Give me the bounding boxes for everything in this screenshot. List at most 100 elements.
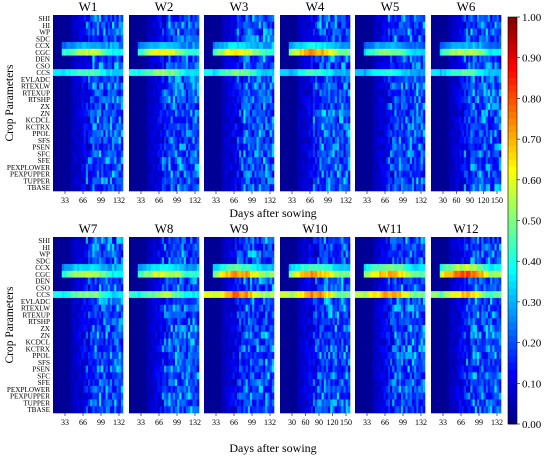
heatmap-cell [174,143,178,151]
heatmap-cell [174,15,178,23]
heatmap-cell [321,48,325,56]
heatmap-cell [107,143,111,151]
heatmap-cell [157,69,160,77]
heatmap-cell [61,55,65,63]
heatmap-cell [144,170,147,178]
heatmap-cell [392,35,395,43]
heatmap-cell [72,136,76,144]
heatmap-cell [150,157,154,165]
heatmap-cell [174,21,178,29]
heatmap-cell [131,123,134,131]
heatmap-cell [403,170,406,178]
heatmap-cell [282,28,285,36]
heatmap-cell [494,75,497,83]
heatmap-cell [239,130,242,138]
heatmap-cell [129,21,132,29]
heatmap-cell [153,96,156,104]
heatmap-cell [254,89,257,97]
heatmap-cell [90,75,93,83]
heatmap-cell [112,55,115,63]
heatmap-cell [293,35,296,43]
heatmap-cell [394,28,397,36]
param-label: PPOL [32,352,50,360]
heatmap-cell [466,69,469,77]
heatmap-cell [114,143,117,151]
heatmap-cell [263,48,266,56]
heatmap-cell [420,170,424,178]
heatmap-cell [461,42,465,50]
heatmap-cell [446,163,449,171]
heatmap-cell [116,177,119,185]
heatmap-cell [148,116,152,124]
heatmap-cell [288,109,292,117]
heatmap-cell [190,157,193,165]
heatmap-cell [170,69,174,77]
heatmap-cell [94,69,98,77]
heatmap-cell [363,130,367,138]
heatmap-cell [409,48,413,56]
heatmap-cell [357,170,360,178]
heatmap-cell [256,170,259,178]
heatmap-cell [85,89,89,97]
heatmap-cell [363,35,367,43]
heatmap-cell [271,69,275,77]
heatmap-cell [295,89,298,97]
heatmap-cell [137,21,141,29]
heatmap-cell [334,21,338,29]
heatmap-cell [433,82,436,90]
heatmap-cell [181,89,184,97]
heatmap-cell [282,96,285,104]
heatmap-cell [363,157,367,165]
heatmap-cell [194,103,198,111]
heatmap-cell [81,157,84,165]
heatmap-cell [144,69,147,77]
heatmap-cell [418,130,421,138]
heatmap-cell [396,109,400,117]
heatmap-cell [312,82,316,90]
heatmap-cell [446,123,449,131]
heatmap-cell [245,42,249,50]
heatmap-cell [234,96,238,104]
heatmap-cell [394,109,397,117]
heatmap-cell [463,48,467,56]
heatmap-cell [437,89,441,97]
heatmap-cell [328,62,331,70]
heatmap-cell [492,15,495,23]
heatmap-cell [446,150,449,158]
heatmap-cell [230,123,233,131]
heatmap-cell [308,170,311,178]
heatmap-cell [383,163,386,171]
heatmap-cell [407,109,410,117]
heatmap-cell [470,75,473,83]
heatmap-cell [66,35,69,43]
heatmap-cell [332,177,335,185]
heatmap-cell [112,82,115,90]
heatmap-cell [148,184,152,192]
heatmap-cell [107,69,111,77]
heatmap-cell [258,184,262,192]
heatmap-cell [177,42,180,50]
heatmap-cell [394,123,397,131]
heatmap-cell [96,35,100,43]
heatmap-cell [267,109,270,117]
heatmap-cell [247,62,251,70]
heatmap-cell [492,89,495,97]
heatmap-cell [148,150,152,158]
heatmap-cell [476,75,480,83]
heatmap-cell [114,157,117,165]
heatmap-cell [315,48,318,56]
heatmap-cell [409,116,413,124]
heatmap-cell [472,48,476,56]
heatmap-cell [343,184,346,192]
heatmap-cell [280,143,283,151]
heatmap-cell [485,163,489,171]
heatmap-cell [219,55,222,63]
heatmap-cell [498,28,502,36]
heatmap-cell [448,150,451,158]
heatmap-cell [398,62,402,70]
heatmap-cell [131,157,134,165]
heatmap-cell [144,15,147,23]
heatmap-cell [398,163,402,171]
heatmap-cell [387,42,391,50]
heatmap-cell [376,170,380,178]
